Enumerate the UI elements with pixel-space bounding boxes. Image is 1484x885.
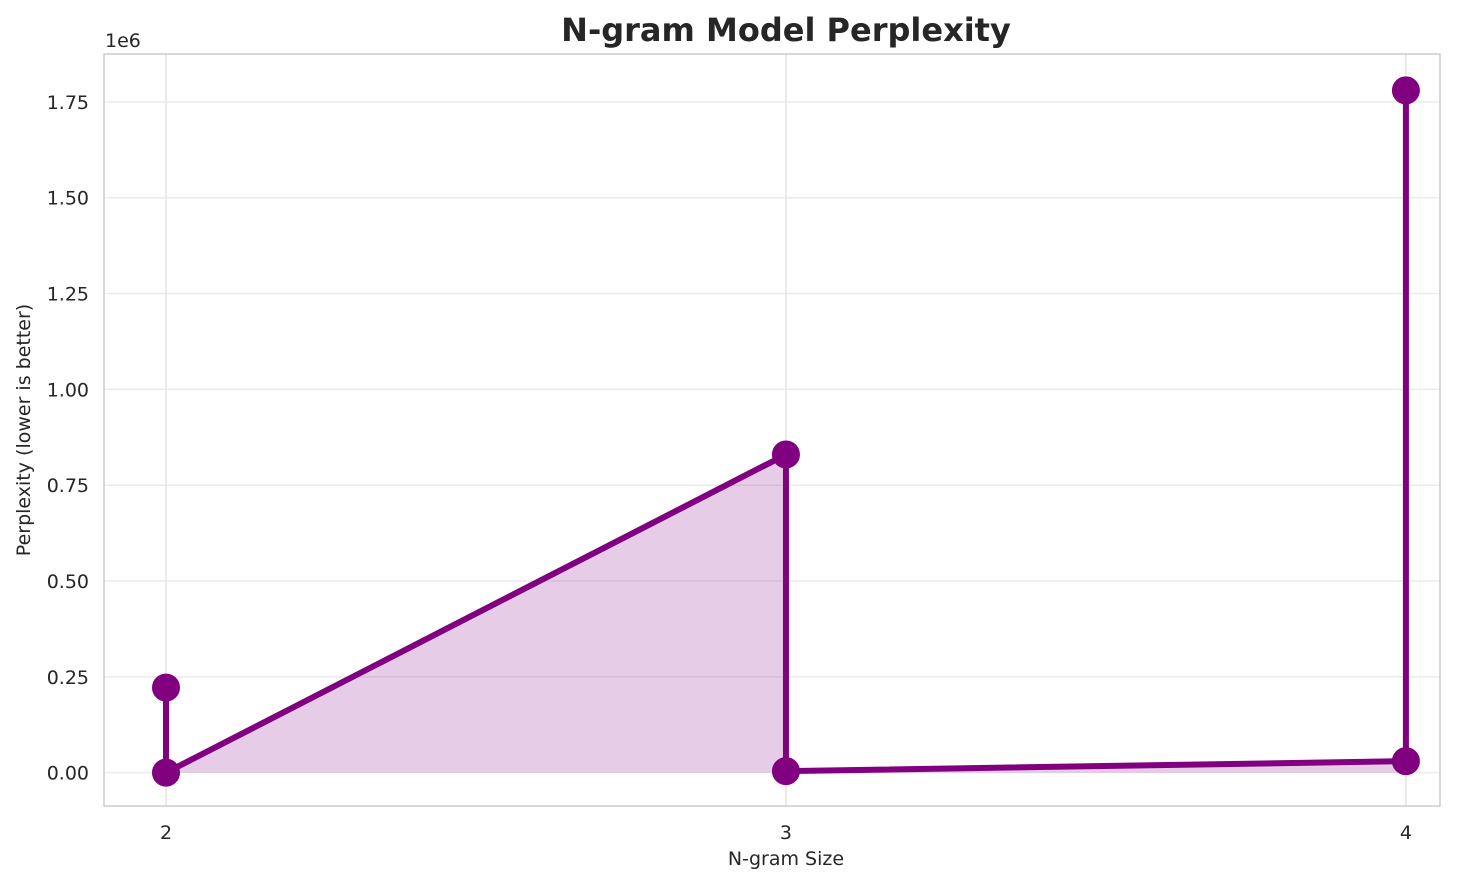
plot-frame (103, 53, 1441, 807)
x-tick-label: 4 (1400, 822, 1412, 844)
x-axis-label: N-gram Size (728, 848, 844, 870)
chart-title: N-gram Model Perplexity (561, 11, 1011, 49)
data-point-1 (151, 758, 180, 787)
series-polyline (162, 87, 1409, 776)
data-point-3 (771, 757, 800, 786)
x-tick-label: 2 (160, 822, 172, 844)
y-tick-label: 1.50 (47, 188, 89, 210)
y-tick-labels: 0.00 0.25 0.50 0.75 1.00 1.25 1.50 1.75 (47, 92, 89, 785)
data-point-0 (151, 673, 180, 702)
y-tick-label: 1.75 (47, 92, 89, 114)
y-tick-label: 1.00 (47, 379, 89, 401)
y-axis-offset-label: 1e6 (105, 30, 141, 52)
y-axis-label: Perplexity (lower is better) (13, 304, 35, 556)
series-line (162, 87, 1409, 776)
series-markers (151, 76, 1420, 787)
x-tick-labels: 2 3 4 (160, 822, 1412, 844)
data-point-2 (771, 440, 800, 469)
y-tick-label: 1.25 (47, 284, 89, 306)
y-tick-label: 0.25 (47, 667, 89, 689)
y-tick-label: 0.00 (47, 763, 89, 785)
data-point-4 (1391, 747, 1420, 776)
y-tick-label: 0.50 (47, 571, 89, 593)
x-tick-label: 3 (780, 822, 792, 844)
y-tick-label: 0.75 (47, 475, 89, 497)
data-point-5 (1391, 76, 1420, 105)
